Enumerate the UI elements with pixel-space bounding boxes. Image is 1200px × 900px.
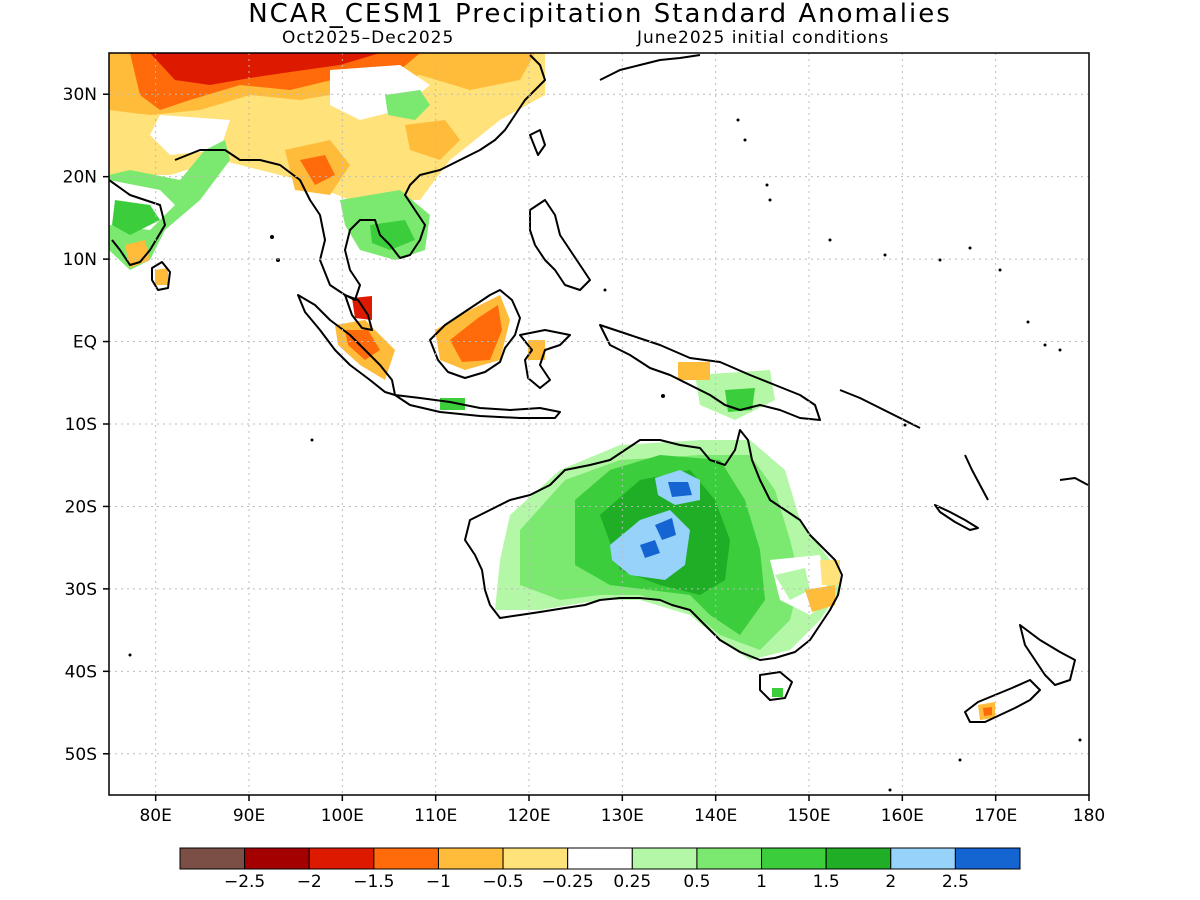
- lon-tick-label-8: 160E: [881, 806, 924, 826]
- anomaly-tibet-green: [385, 90, 430, 120]
- colorbar-box-6: [567, 847, 633, 870]
- anomaly-ng-orange: [678, 362, 710, 380]
- colorbar-box-1: [244, 847, 310, 870]
- lat-tick-label-3: EQ: [73, 333, 97, 353]
- lat-tick-label-7: 40S: [65, 662, 97, 682]
- lon-tick-label-6: 140E: [694, 806, 737, 826]
- colorbar-box-7: [631, 847, 698, 870]
- colorbar-box-9: [761, 847, 827, 870]
- coast-borneo: [429, 289, 521, 379]
- lon-tick-label-3: 110E: [414, 806, 457, 826]
- colorbar-box-5: [502, 847, 569, 870]
- coast-taiwan: [529, 129, 546, 156]
- coast-solomons: [839, 389, 921, 429]
- colorbar-label-5: −0.25: [542, 872, 594, 892]
- colorbar-box-12: [954, 847, 1021, 870]
- gridlines: [109, 53, 1089, 795]
- coast-sulawesi: [519, 329, 571, 389]
- colorbar-box-0: [179, 847, 246, 870]
- coast-asia-mainland: [109, 54, 546, 301]
- small-islands: [128, 118, 1082, 792]
- anomaly-ng-green-dark: [725, 388, 755, 412]
- anomaly-tibet-white-2: [150, 115, 230, 155]
- lon-tick-label-5: 130E: [601, 806, 644, 826]
- colorbar-box-11: [890, 847, 956, 870]
- colorbar-box-4: [437, 847, 504, 870]
- lon-tick-label-2: 100E: [321, 806, 364, 826]
- lon-tick-label-10: 180: [1073, 806, 1105, 826]
- map-title: NCAR_CESM1 Precipitation Standard Anomal…: [248, 0, 952, 29]
- lat-tick-label-1: 20N: [63, 168, 97, 188]
- coastlines: [109, 54, 1089, 723]
- latitude-ticks: 30N 20N 10N EQ 10S 20S 30S 40S 50S: [63, 85, 109, 765]
- anomaly-sulawesi-orange: [528, 340, 545, 360]
- lon-tick-label-9: 170E: [974, 806, 1017, 826]
- anomaly-srilanka-orange: [155, 268, 168, 285]
- colorbar-label-8: 1: [756, 872, 767, 892]
- coast-malaya: [344, 294, 373, 331]
- anomaly-nz-dark-orange: [983, 707, 992, 716]
- colorbar-label-2: −1.5: [353, 872, 394, 892]
- lat-tick-label-0: 30N: [63, 85, 97, 105]
- lat-tick-label-4: 10S: [65, 415, 97, 435]
- coast-new-caledonia: [934, 504, 979, 531]
- lat-tick-label-6: 30S: [65, 580, 97, 600]
- colorbar-label-0: −2.5: [224, 872, 265, 892]
- anomaly-australia-blue-3: [640, 540, 660, 558]
- colorbar-label-9: 1.5: [813, 872, 840, 892]
- coast-japan: [599, 54, 701, 81]
- colorbar-box-8: [696, 847, 763, 870]
- lon-tick-label-1: 90E: [233, 806, 265, 826]
- coast-vanuatu: [964, 454, 989, 501]
- colorbar-label-1: −2: [297, 872, 322, 892]
- colorbar: [179, 847, 1021, 870]
- colorbar-label-10: 2: [885, 872, 896, 892]
- colorbar-label-4: −0.5: [482, 872, 523, 892]
- anomaly-india-green-dark: [112, 200, 160, 235]
- initial-conditions: June2025 initial conditions: [637, 28, 890, 48]
- anomaly-australia-yellow-east: [820, 560, 840, 585]
- colorbar-box-2: [308, 847, 375, 870]
- coast-tasmania: [759, 671, 793, 701]
- forecast-period: Oct2025–Dec2025: [282, 28, 455, 48]
- colorbar-label-7: 0.5: [683, 872, 710, 892]
- lat-tick-label-8: 50S: [65, 745, 97, 765]
- colorbar-label-3: −1: [426, 872, 451, 892]
- anomaly-borneo-dark-orange: [450, 305, 502, 362]
- anomaly-tibet-white: [330, 65, 430, 120]
- anomaly-shading: [109, 53, 995, 720]
- anomaly-myanmar-dark-orange: [300, 155, 335, 185]
- lat-tick-label-2: 10N: [63, 250, 97, 270]
- coast-fiji: [1059, 477, 1089, 486]
- anomaly-north-red: [150, 53, 380, 85]
- coast-australia: [464, 429, 843, 661]
- anomaly-australia-blue-1: [668, 482, 692, 497]
- anomaly-india-orange: [125, 240, 150, 268]
- coast-nz-north: [1019, 624, 1076, 686]
- colorbar-label-11: 2.5: [942, 872, 969, 892]
- anomaly-indochina-green-dark: [370, 220, 415, 250]
- colorbar-box-10: [825, 847, 892, 870]
- lat-tick-label-5: 20S: [65, 497, 97, 517]
- anomaly-china-orange: [405, 120, 460, 160]
- anomaly-tasmania-green: [772, 688, 783, 697]
- colorbar-labels: −2.5 −2 −1.5 −1 −0.5 −0.25 0.25 0.5 1 1.5 2 2.5: [224, 872, 969, 892]
- anomaly-australia-orange-east: [805, 585, 835, 612]
- longitude-ticks: 80E 90E 100E 110E 120E 130E 140E 150E 160E 170E 18…: [139, 795, 1105, 826]
- coast-srilanka: [151, 261, 171, 291]
- colorbar-box-3: [373, 847, 439, 870]
- coast-new-guinea: [599, 324, 821, 421]
- lon-tick-label-4: 120E: [507, 806, 550, 826]
- lon-tick-label-7: 150E: [787, 806, 830, 826]
- anomaly-australia-blue-2: [655, 518, 676, 540]
- coast-nz-south: [964, 679, 1041, 723]
- coast-java: [394, 394, 561, 419]
- anomaly-australia-green-east: [775, 568, 810, 600]
- coast-philippines: [529, 199, 591, 291]
- lon-tick-label-0: 80E: [139, 806, 171, 826]
- colorbar-label-6: 0.25: [613, 872, 651, 892]
